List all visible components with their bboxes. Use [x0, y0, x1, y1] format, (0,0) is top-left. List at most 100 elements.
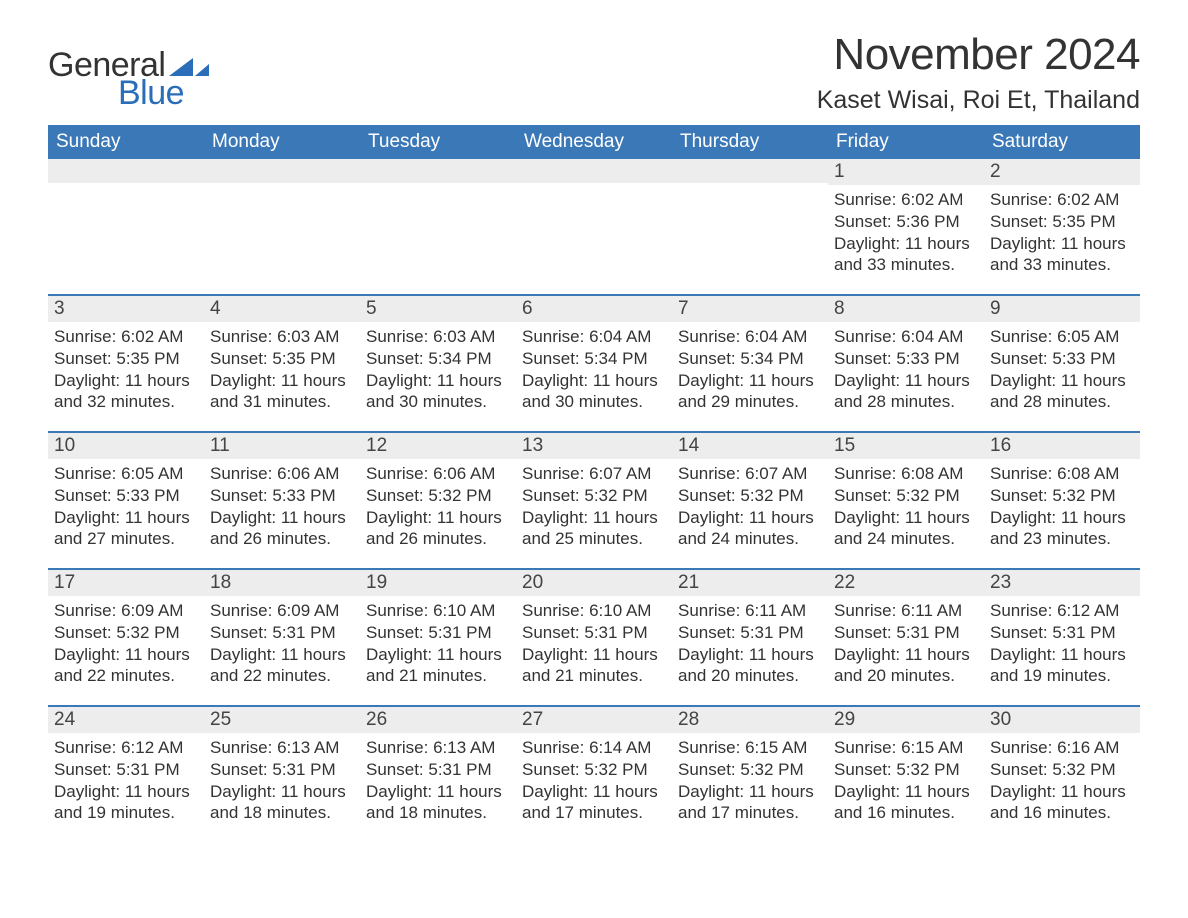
header-row: General Blue November 2024 Kaset Wisai, …: [48, 30, 1140, 115]
day-content: Sunrise: 6:11 AMSunset: 5:31 PMDaylight:…: [672, 596, 828, 705]
day-number: 14: [672, 431, 828, 459]
daylight-line: Daylight: 11 hours and 20 minutes.: [834, 644, 978, 688]
sunrise-line: Sunrise: 6:07 AM: [522, 463, 666, 485]
daylight-line: Daylight: 11 hours and 19 minutes.: [990, 644, 1134, 688]
calendar-week-row: 24Sunrise: 6:12 AMSunset: 5:31 PMDayligh…: [48, 705, 1140, 842]
calendar-week-row: 1Sunrise: 6:02 AMSunset: 5:36 PMDaylight…: [48, 159, 1140, 294]
sunset-line: Sunset: 5:32 PM: [522, 485, 666, 507]
daylight-line: Daylight: 11 hours and 17 minutes.: [522, 781, 666, 825]
daylight-line: Daylight: 11 hours and 33 minutes.: [990, 233, 1134, 277]
day-header: Monday: [204, 125, 360, 159]
day-content: Sunrise: 6:03 AMSunset: 5:35 PMDaylight:…: [204, 322, 360, 431]
daylight-line: Daylight: 11 hours and 23 minutes.: [990, 507, 1134, 551]
calendar-cell: 18Sunrise: 6:09 AMSunset: 5:31 PMDayligh…: [204, 568, 360, 705]
brand-logo: General Blue: [48, 30, 209, 110]
day-number-blank: [48, 159, 204, 183]
day-content: Sunrise: 6:02 AMSunset: 5:35 PMDaylight:…: [48, 322, 204, 431]
calendar-cell: 4Sunrise: 6:03 AMSunset: 5:35 PMDaylight…: [204, 294, 360, 431]
calendar-cell: 25Sunrise: 6:13 AMSunset: 5:31 PMDayligh…: [204, 705, 360, 842]
day-number: 30: [984, 705, 1140, 733]
day-number-blank: [360, 159, 516, 183]
daylight-line: Daylight: 11 hours and 28 minutes.: [990, 370, 1134, 414]
daylight-line: Daylight: 11 hours and 19 minutes.: [54, 781, 198, 825]
sunset-line: Sunset: 5:31 PM: [834, 622, 978, 644]
sunrise-line: Sunrise: 6:06 AM: [210, 463, 354, 485]
sunrise-line: Sunrise: 6:08 AM: [834, 463, 978, 485]
calendar-cell: 7Sunrise: 6:04 AMSunset: 5:34 PMDaylight…: [672, 294, 828, 431]
daylight-line: Daylight: 11 hours and 27 minutes.: [54, 507, 198, 551]
calendar-cell: 6Sunrise: 6:04 AMSunset: 5:34 PMDaylight…: [516, 294, 672, 431]
day-content: Sunrise: 6:15 AMSunset: 5:32 PMDaylight:…: [828, 733, 984, 842]
daylight-line: Daylight: 11 hours and 21 minutes.: [366, 644, 510, 688]
sunrise-line: Sunrise: 6:06 AM: [366, 463, 510, 485]
sunrise-line: Sunrise: 6:02 AM: [990, 189, 1134, 211]
daylight-line: Daylight: 11 hours and 28 minutes.: [834, 370, 978, 414]
day-content: Sunrise: 6:02 AMSunset: 5:35 PMDaylight:…: [984, 185, 1140, 294]
calendar-cell: 30Sunrise: 6:16 AMSunset: 5:32 PMDayligh…: [984, 705, 1140, 842]
sunset-line: Sunset: 5:32 PM: [990, 485, 1134, 507]
calendar-cell: 9Sunrise: 6:05 AMSunset: 5:33 PMDaylight…: [984, 294, 1140, 431]
sunset-line: Sunset: 5:35 PM: [990, 211, 1134, 233]
sunset-line: Sunset: 5:33 PM: [990, 348, 1134, 370]
calendar-cell: 1Sunrise: 6:02 AMSunset: 5:36 PMDaylight…: [828, 159, 984, 294]
day-content: Sunrise: 6:16 AMSunset: 5:32 PMDaylight:…: [984, 733, 1140, 842]
calendar-week-row: 17Sunrise: 6:09 AMSunset: 5:32 PMDayligh…: [48, 568, 1140, 705]
calendar-cell: 2Sunrise: 6:02 AMSunset: 5:35 PMDaylight…: [984, 159, 1140, 294]
day-content: Sunrise: 6:09 AMSunset: 5:31 PMDaylight:…: [204, 596, 360, 705]
sunrise-line: Sunrise: 6:13 AM: [366, 737, 510, 759]
day-number-blank: [516, 159, 672, 183]
sunset-line: Sunset: 5:32 PM: [678, 485, 822, 507]
sunrise-line: Sunrise: 6:09 AM: [210, 600, 354, 622]
calendar-cell: 22Sunrise: 6:11 AMSunset: 5:31 PMDayligh…: [828, 568, 984, 705]
day-content: Sunrise: 6:05 AMSunset: 5:33 PMDaylight:…: [48, 459, 204, 568]
daylight-line: Daylight: 11 hours and 26 minutes.: [366, 507, 510, 551]
day-number: 12: [360, 431, 516, 459]
sunset-line: Sunset: 5:31 PM: [210, 622, 354, 644]
sunset-line: Sunset: 5:32 PM: [834, 759, 978, 781]
day-content: Sunrise: 6:10 AMSunset: 5:31 PMDaylight:…: [516, 596, 672, 705]
calendar-cell: 11Sunrise: 6:06 AMSunset: 5:33 PMDayligh…: [204, 431, 360, 568]
sunset-line: Sunset: 5:31 PM: [210, 759, 354, 781]
calendar-cell: 8Sunrise: 6:04 AMSunset: 5:33 PMDaylight…: [828, 294, 984, 431]
daylight-line: Daylight: 11 hours and 24 minutes.: [678, 507, 822, 551]
sunset-line: Sunset: 5:33 PM: [54, 485, 198, 507]
day-number: 6: [516, 294, 672, 322]
sunset-line: Sunset: 5:32 PM: [522, 759, 666, 781]
day-number: 27: [516, 705, 672, 733]
day-number: 13: [516, 431, 672, 459]
day-content: Sunrise: 6:04 AMSunset: 5:34 PMDaylight:…: [516, 322, 672, 431]
day-number: 22: [828, 568, 984, 596]
daylight-line: Daylight: 11 hours and 29 minutes.: [678, 370, 822, 414]
day-content: Sunrise: 6:03 AMSunset: 5:34 PMDaylight:…: [360, 322, 516, 431]
calendar-cell: 3Sunrise: 6:02 AMSunset: 5:35 PMDaylight…: [48, 294, 204, 431]
sunset-line: Sunset: 5:34 PM: [522, 348, 666, 370]
day-number: 24: [48, 705, 204, 733]
calendar-cell: [48, 159, 204, 294]
day-content: Sunrise: 6:12 AMSunset: 5:31 PMDaylight:…: [984, 596, 1140, 705]
day-content: Sunrise: 6:12 AMSunset: 5:31 PMDaylight:…: [48, 733, 204, 842]
calendar-cell: 17Sunrise: 6:09 AMSunset: 5:32 PMDayligh…: [48, 568, 204, 705]
day-number: 29: [828, 705, 984, 733]
day-number: 11: [204, 431, 360, 459]
day-header: Friday: [828, 125, 984, 159]
sunset-line: Sunset: 5:35 PM: [210, 348, 354, 370]
daylight-line: Daylight: 11 hours and 22 minutes.: [210, 644, 354, 688]
title-block: November 2024 Kaset Wisai, Roi Et, Thail…: [817, 30, 1140, 115]
day-content: Sunrise: 6:11 AMSunset: 5:31 PMDaylight:…: [828, 596, 984, 705]
day-number: 19: [360, 568, 516, 596]
sunrise-line: Sunrise: 6:05 AM: [990, 326, 1134, 348]
calendar-table: SundayMondayTuesdayWednesdayThursdayFrid…: [48, 125, 1140, 842]
calendar-cell: [672, 159, 828, 294]
day-content: Sunrise: 6:07 AMSunset: 5:32 PMDaylight:…: [672, 459, 828, 568]
sunset-line: Sunset: 5:31 PM: [366, 622, 510, 644]
day-number: 26: [360, 705, 516, 733]
sunrise-line: Sunrise: 6:15 AM: [678, 737, 822, 759]
calendar-cell: [360, 159, 516, 294]
sunset-line: Sunset: 5:32 PM: [990, 759, 1134, 781]
daylight-line: Daylight: 11 hours and 16 minutes.: [834, 781, 978, 825]
day-number: 17: [48, 568, 204, 596]
sunset-line: Sunset: 5:31 PM: [522, 622, 666, 644]
sunrise-line: Sunrise: 6:08 AM: [990, 463, 1134, 485]
sunrise-line: Sunrise: 6:04 AM: [678, 326, 822, 348]
daylight-line: Daylight: 11 hours and 24 minutes.: [834, 507, 978, 551]
